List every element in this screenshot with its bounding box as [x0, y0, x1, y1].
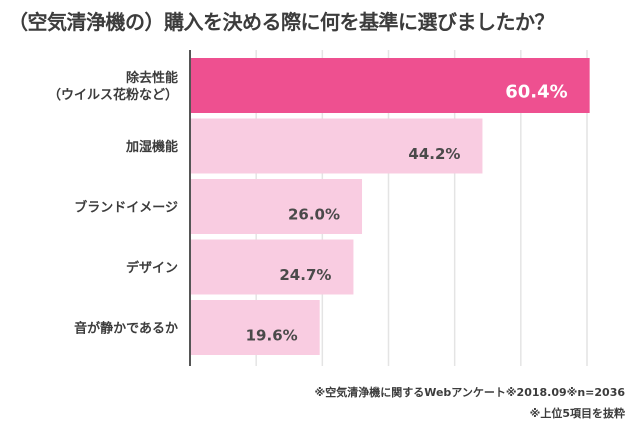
chart-title: （空気清浄機の）購入を決める際に何を基準に選びましたか？	[8, 10, 555, 34]
value-labels: 60.4% 44.2% 26.0% 24.7% 19.6%	[246, 82, 568, 345]
value-label: 24.7%	[279, 266, 331, 284]
category-label: ブランドイメージ	[74, 200, 178, 216]
footnote-survey: ※空気清浄機に関するWebアンケート※2018.09※n=2036	[314, 386, 625, 399]
category-label: 加湿機能	[125, 139, 178, 155]
category-label: 除去性能	[126, 70, 178, 86]
bar	[190, 58, 590, 113]
footnote-top5: ※上位5項目を抜粋	[529, 407, 625, 420]
category-label: デザイン	[126, 260, 178, 276]
value-label: 19.6%	[246, 327, 298, 345]
value-label: 26.0%	[288, 206, 340, 224]
value-label: 44.2%	[408, 145, 460, 163]
bar	[190, 300, 320, 355]
bar	[190, 239, 354, 295]
bar	[190, 118, 483, 174]
category-label: （ウイルス花粉など）	[48, 87, 178, 103]
category-label: 音が静かであるか	[74, 321, 178, 337]
bar	[190, 179, 363, 234]
bars	[190, 58, 590, 355]
value-label: 60.4%	[505, 82, 567, 103]
